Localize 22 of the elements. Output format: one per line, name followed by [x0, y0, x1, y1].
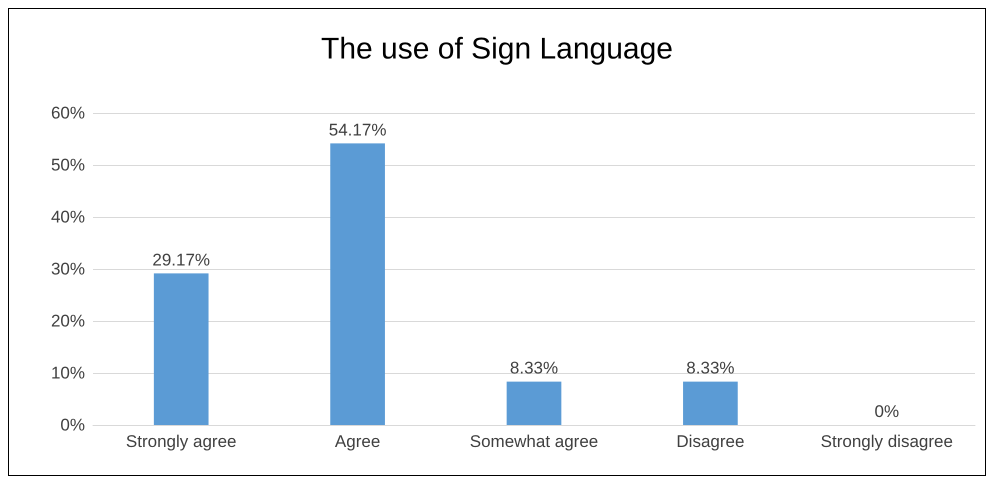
y-tick-label: 0%: [60, 416, 85, 434]
y-tick-label: 60%: [50, 104, 85, 122]
x-tick-label: Strongly agree: [126, 432, 236, 451]
x-tick-label: Agree: [334, 432, 380, 451]
bar: [506, 382, 562, 425]
bar: [683, 382, 738, 425]
chart-title: The use of Sign Language: [321, 32, 673, 66]
data-label: 8.33%: [510, 358, 558, 378]
data-label: 8.33%: [686, 358, 734, 378]
data-label: 29.17%: [152, 250, 210, 270]
bar: [154, 273, 209, 425]
y-tick-label: 30%: [50, 260, 85, 278]
y-tick-label: 50%: [50, 156, 85, 174]
y-tick-label: 40%: [50, 208, 85, 226]
x-tick-label: Somewhat agree: [470, 432, 598, 451]
y-tick-label: 10%: [50, 364, 85, 382]
y-tick-label: 20%: [50, 312, 85, 330]
bar: [330, 143, 385, 425]
data-label: 54.17%: [328, 120, 386, 140]
x-tick-label: Strongly disagree: [820, 432, 953, 451]
x-tick-label: Disagree: [676, 432, 744, 451]
data-label: 0%: [874, 402, 900, 421]
